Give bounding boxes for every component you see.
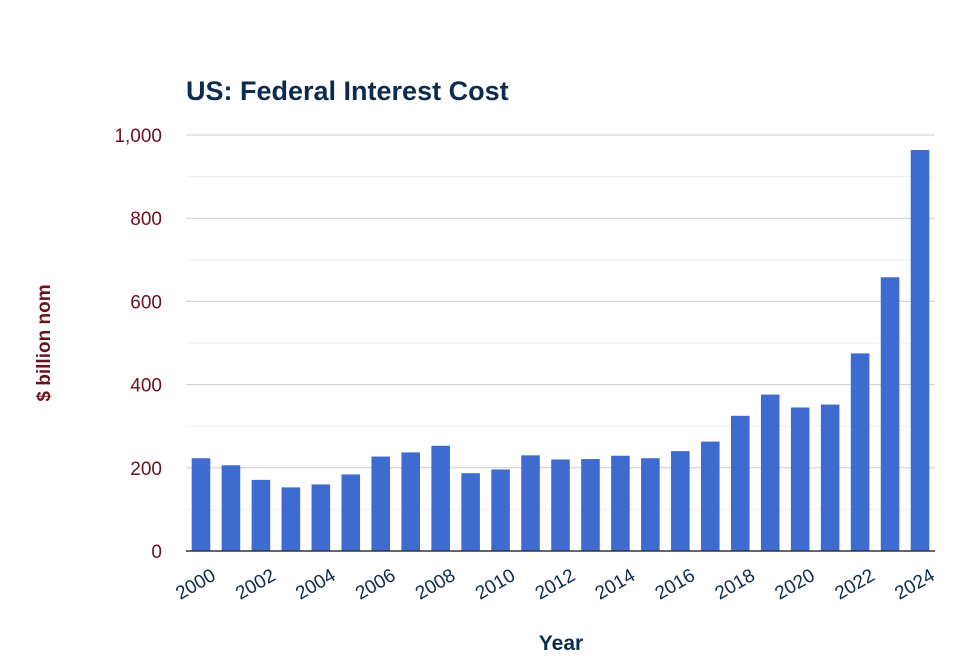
x-tick-label: 2014 [592,565,639,605]
bar-2006 [371,456,391,551]
bar-2000 [191,458,211,551]
x-tick-label: 2010 [472,565,519,604]
x-axis-label: Year [539,632,583,655]
bar-2012 [551,459,570,551]
y-tick-label: 0 [151,542,162,563]
x-tick-label: 2024 [891,565,938,605]
y-tick-label: 400 [130,376,162,397]
bar-2015 [641,458,660,551]
bar-2018 [730,415,750,551]
x-tick-label: 2016 [652,565,699,604]
bars [191,149,930,551]
bar-2017 [701,441,720,551]
y-tick-label: 200 [130,459,162,480]
bar-2011 [521,455,540,551]
bar-2010 [491,469,510,551]
bar-2007 [401,452,420,551]
y-tick-label: 800 [130,209,162,230]
x-tick-labels: 2000 2002 2004 2006 2008 2010 2012 2014 2016 2018… [172,565,939,605]
bar-2019 [760,394,780,551]
bar-2024 [910,149,930,551]
bar-2005 [341,474,361,551]
x-tick-label: 2008 [412,565,459,604]
y-axis-label: $ billion nom [34,284,55,401]
bar-2009 [461,473,480,551]
bar-2001 [221,465,241,551]
bar-2020 [790,407,810,551]
x-tick-label: 2018 [712,565,759,604]
bar-2003 [281,487,301,551]
x-tick-label: 2002 [232,565,279,604]
bar-2021 [820,404,840,551]
bar-2022 [850,353,870,551]
x-tick-label: 2022 [831,565,878,604]
bar-2023 [880,277,900,551]
x-tick-label: 2000 [172,565,219,604]
bar-2016 [671,451,690,551]
x-tick-label: 2012 [532,565,579,604]
bar-2008 [431,445,450,551]
bar-2013 [581,459,600,551]
bar-2004 [311,484,331,551]
y-tick-label: 600 [130,292,162,313]
bar-2002 [251,479,271,551]
x-tick-label: 2020 [772,565,819,604]
chart-title: US: Federal Interest Cost [186,76,509,106]
y-tick-labels: 0 200 400 600 800 1,000 [114,126,162,563]
x-tick-label: 2006 [352,565,399,604]
x-tick-label: 2004 [292,565,339,605]
y-tick-label: 1,000 [114,126,162,147]
bar-2014 [611,455,630,551]
